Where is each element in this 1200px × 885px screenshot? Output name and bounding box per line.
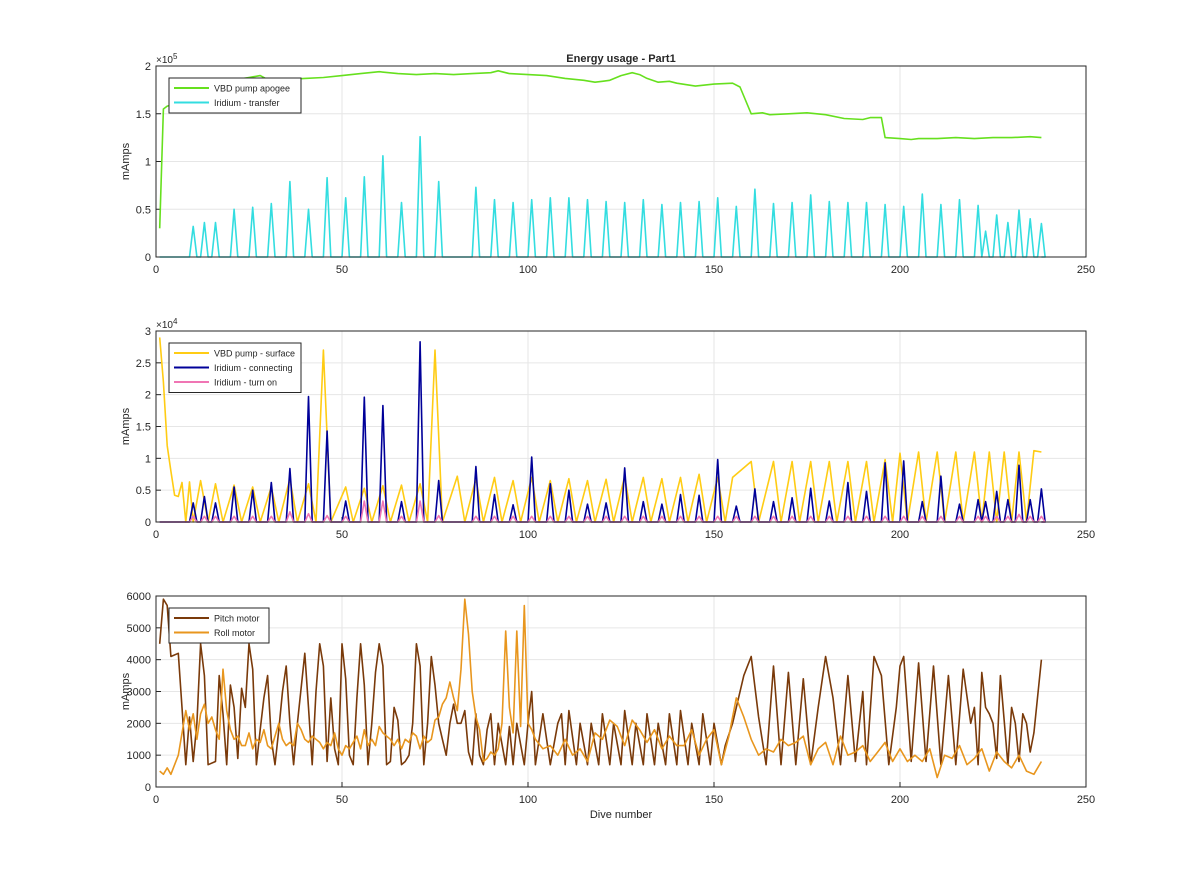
y-tick-label: 0 (145, 517, 151, 529)
legend: VBD pump apogee Iridium - transfer (168, 77, 302, 114)
y-tick-label: 1 (145, 157, 151, 169)
x-tick-label: 0 (153, 529, 159, 541)
axes-frame (155, 595, 1087, 788)
x-tick-label: 150 (705, 529, 723, 541)
axes-frame (155, 65, 1087, 258)
y-tick-label: 2 (145, 61, 151, 73)
y-tick-label: 2000 (127, 718, 151, 730)
chart-panel-2: 0 50 100 150 200 250 0 0.5 1 1.5 2 2.5 3 mAmps ×104 VBD… (120, 317, 1095, 541)
y-tick-label: 3 (145, 326, 151, 338)
legend-label: Pitch motor (214, 614, 260, 624)
y-exponent-base: ×10 (156, 55, 173, 66)
y-tick-label: 0.5 (136, 204, 151, 216)
x-tick-label: 0 (153, 794, 159, 806)
y-exponent-label: ×104 (156, 317, 178, 331)
legend: Pitch motor Roll motor (168, 607, 270, 644)
y-tick-label: 1 (145, 453, 151, 465)
x-tick-label: 100 (519, 529, 537, 541)
x-tick-label: 100 (519, 264, 537, 276)
x-tick-label: 200 (891, 264, 909, 276)
legend-label: Iridium - turn on (214, 378, 277, 388)
y-exponent-label: ×105 (156, 52, 178, 66)
y-axis-label: mAmps (120, 142, 132, 180)
x-axis-label: Dive number (590, 809, 653, 821)
y-tick-label: 0 (145, 252, 151, 264)
x-tick-label: 100 (519, 794, 537, 806)
x-tick-label: 50 (336, 264, 348, 276)
y-tick-label: 1.5 (136, 109, 151, 121)
y-tick-label: 3000 (127, 687, 151, 699)
x-tick-label: 150 (705, 264, 723, 276)
chart-panel-1: 0 50 100 150 200 250 0 0.5 1 1.5 2 mAmps ×105 Energy … (120, 52, 1095, 276)
series-line-2 (159, 598, 1043, 779)
y-tick-label: 1000 (127, 750, 151, 762)
y-tick-label: 5000 (127, 623, 151, 635)
y-exponent-base: ×10 (156, 320, 173, 331)
legend-label: Iridium - transfer (214, 98, 280, 108)
axes-frame (155, 330, 1087, 523)
y-tick-label: 2 (145, 390, 151, 402)
legend-label: VBD pump apogee (214, 84, 290, 94)
x-tick-label: 250 (1077, 529, 1095, 541)
x-tick-label: 250 (1077, 264, 1095, 276)
y-exponent-power: 5 (173, 52, 178, 61)
x-tick-label: 50 (336, 529, 348, 541)
x-tick-label: 200 (891, 794, 909, 806)
legend-label: VBD pump - surface (214, 349, 295, 359)
y-tick-label: 2.5 (136, 358, 151, 370)
legend-box (168, 607, 270, 644)
x-tick-label: 250 (1077, 794, 1095, 806)
chart-title: Energy usage - Part1 (566, 53, 675, 65)
y-tick-label: 0.5 (136, 485, 151, 497)
x-tick-label: 150 (705, 794, 723, 806)
y-tick-label: 0 (145, 782, 151, 794)
x-tick-label: 0 (153, 264, 159, 276)
y-axis-label: mAmps (120, 407, 132, 445)
y-axis-label: mAmps (120, 672, 132, 710)
x-tick-label: 200 (891, 529, 909, 541)
x-tick-label: 50 (336, 794, 348, 806)
legend: VBD pump - surface Iridium - connecting Ir… (168, 342, 302, 393)
y-tick-label: 1.5 (136, 422, 151, 434)
y-tick-label: 6000 (127, 591, 151, 603)
series-group (158, 598, 1043, 779)
legend-label: Roll motor (214, 628, 255, 638)
y-tick-label: 4000 (127, 655, 151, 667)
legend-label: Iridium - connecting (214, 363, 293, 373)
chart-panel-3: 0 50 100 150 200 250 0 1000 2000 3000 4000 5000 6000… (120, 591, 1095, 806)
y-exponent-power: 4 (173, 317, 178, 326)
legend-box (168, 77, 302, 114)
